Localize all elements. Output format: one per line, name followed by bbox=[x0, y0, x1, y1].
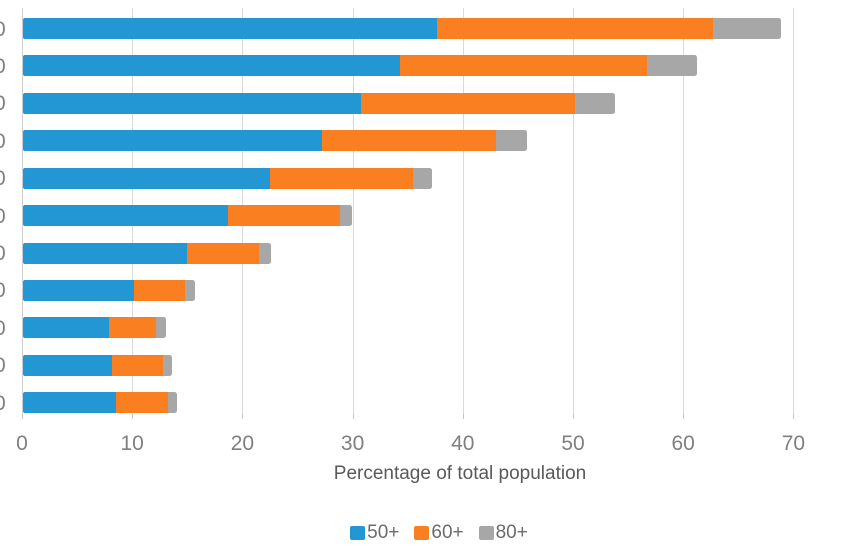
bar-row bbox=[23, 317, 167, 339]
bar-segment-80+ bbox=[575, 92, 615, 114]
bar-row bbox=[23, 55, 698, 77]
x-tick-40 bbox=[462, 414, 464, 419]
category-label: 0 bbox=[0, 243, 6, 264]
bar-segment-60+ bbox=[437, 18, 713, 39]
bar-segment-50+ bbox=[23, 205, 228, 227]
bar-segment-80+ bbox=[184, 279, 195, 301]
gridline-60 bbox=[683, 8, 685, 414]
bar-segment-60+ bbox=[399, 55, 647, 77]
bar-segment-50+ bbox=[23, 167, 270, 189]
bar-segment-50+ bbox=[23, 242, 188, 264]
bar-segment-60+ bbox=[112, 354, 163, 376]
bar-segment-50+ bbox=[23, 354, 113, 376]
legend: 50+ 60+ 80+ bbox=[15, 522, 863, 544]
gridline-50 bbox=[573, 8, 574, 414]
bar-row bbox=[23, 354, 172, 376]
bar-segment-80+ bbox=[646, 55, 698, 77]
x-tick-20 bbox=[242, 414, 244, 419]
legend-item-60plus: 60+ bbox=[414, 522, 464, 544]
category-label: 0 bbox=[0, 56, 6, 77]
legend-swatch-80plus-icon bbox=[478, 526, 494, 540]
legend-label-80plus: 80+ bbox=[495, 522, 528, 543]
x-tick-60 bbox=[683, 414, 685, 419]
bar-segment-50+ bbox=[23, 55, 400, 77]
gridline-30 bbox=[352, 8, 354, 414]
legend-item-80plus: 80+ bbox=[478, 522, 528, 544]
legend-item-50plus: 50+ bbox=[350, 522, 399, 544]
bar-segment-80+ bbox=[712, 18, 782, 39]
legend-swatch-50plus-icon bbox=[350, 526, 366, 540]
bar-row bbox=[23, 167, 432, 189]
bar-segment-60+ bbox=[269, 167, 414, 189]
bar-segment-60+ bbox=[228, 205, 341, 227]
bar-row bbox=[23, 242, 271, 264]
x-tick-label-20: 20 bbox=[230, 432, 255, 455]
x-tick-30 bbox=[352, 414, 354, 419]
legend-label-50plus: 50+ bbox=[367, 522, 400, 543]
bar-row bbox=[23, 130, 527, 152]
x-tick-10 bbox=[132, 414, 134, 419]
bar-segment-50+ bbox=[23, 279, 135, 301]
bar-row bbox=[23, 205, 353, 227]
gridline-70 bbox=[793, 8, 795, 414]
bar-segment-60+ bbox=[361, 92, 576, 114]
x-tick-50 bbox=[573, 414, 574, 419]
bar-row bbox=[23, 279, 195, 301]
bar-segment-80+ bbox=[413, 167, 432, 189]
bar-segment-60+ bbox=[134, 279, 185, 301]
x-tick-label-50: 50 bbox=[561, 432, 585, 455]
bar-row bbox=[23, 92, 615, 114]
category-label: 0 bbox=[0, 318, 6, 339]
bar-segment-80+ bbox=[168, 392, 178, 414]
bar-row bbox=[23, 392, 178, 414]
category-label: 0 bbox=[0, 19, 6, 40]
bar-segment-50+ bbox=[23, 317, 109, 339]
category-label: 0 bbox=[0, 280, 6, 301]
category-label: 0 bbox=[0, 168, 6, 189]
bar-segment-60+ bbox=[321, 130, 496, 152]
category-label: 0 bbox=[0, 206, 6, 227]
bar-segment-50+ bbox=[23, 18, 438, 39]
category-label: 0 bbox=[0, 93, 6, 114]
bar-segment-60+ bbox=[187, 242, 259, 264]
bar-segment-80+ bbox=[258, 242, 271, 264]
legend-label-60plus: 60+ bbox=[431, 522, 464, 543]
bar-segment-80+ bbox=[156, 317, 167, 339]
legend-swatch-60plus-icon bbox=[414, 526, 430, 540]
bar-segment-50+ bbox=[23, 130, 322, 152]
x-tick-0 bbox=[22, 414, 23, 419]
x-tick-label-70: 70 bbox=[781, 432, 806, 455]
bar-segment-80+ bbox=[495, 130, 527, 152]
bar-segment-50+ bbox=[23, 392, 116, 414]
category-label: 0 bbox=[0, 393, 6, 414]
bar-segment-60+ bbox=[115, 392, 169, 414]
bar-segment-80+ bbox=[162, 354, 172, 376]
x-tick-70 bbox=[793, 414, 795, 419]
x-tick-label-60: 60 bbox=[671, 432, 695, 455]
category-label: 0 bbox=[0, 131, 6, 152]
category-label: 0 bbox=[0, 355, 6, 376]
gridline-40 bbox=[462, 8, 464, 414]
x-tick-label-10: 10 bbox=[120, 432, 144, 455]
bar-segment-80+ bbox=[340, 205, 353, 227]
x-tick-label-40: 40 bbox=[451, 432, 475, 455]
x-tick-label-0: 0 bbox=[16, 432, 28, 455]
bar-segment-50+ bbox=[23, 92, 362, 114]
x-tick-label-30: 30 bbox=[340, 432, 365, 455]
x-axis-title: Percentage of total population bbox=[333, 463, 587, 484]
bar-segment-60+ bbox=[109, 317, 157, 339]
y-axis-line bbox=[22, 8, 23, 419]
bar-row bbox=[23, 18, 782, 39]
